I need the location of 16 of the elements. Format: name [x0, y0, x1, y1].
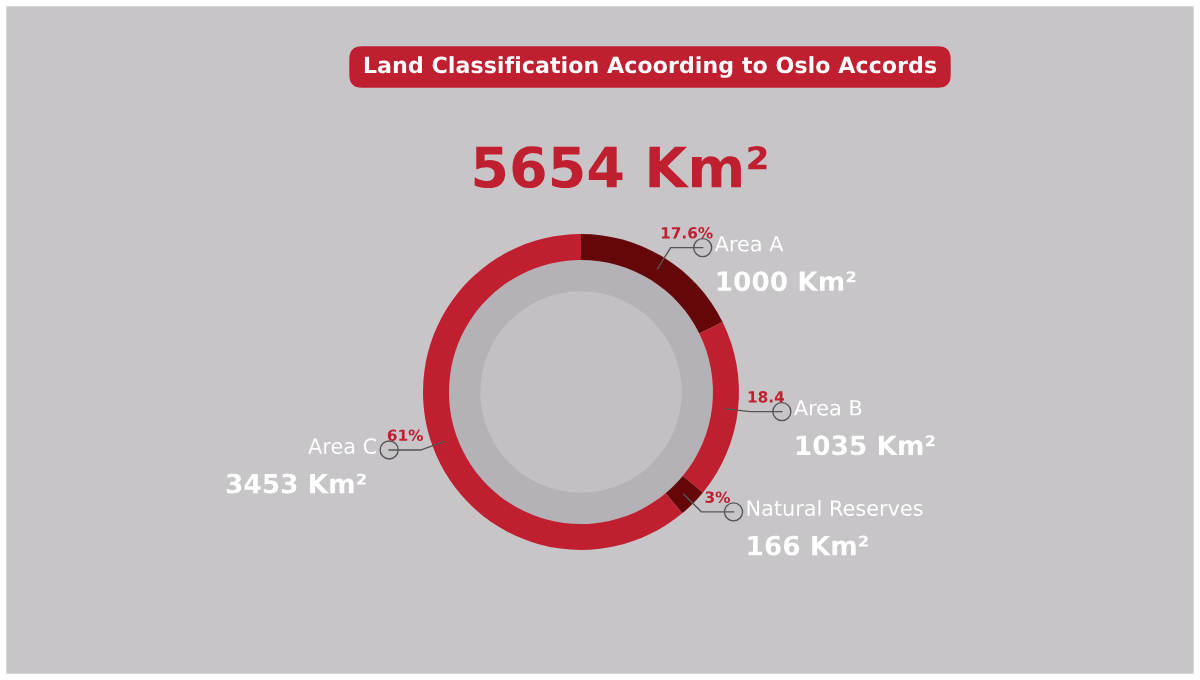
chart-title: Land Classification Acoording to Oslo Accords — [364, 56, 937, 78]
text: 61% — [387, 429, 423, 441]
data-label: 166 Km² — [748, 535, 868, 556]
donut-slice — [682, 321, 739, 493]
slice-label: Area A — [714, 236, 784, 252]
text: 17.6% — [661, 227, 713, 239]
text: 3% — [705, 491, 730, 503]
data-label: 1000 Km² — [717, 271, 856, 292]
slice-label: Area C — [308, 438, 377, 454]
data-label: 1035 Km² — [796, 435, 935, 456]
text: 18.4 — [748, 391, 785, 403]
chart-subtitle: 5654 Km² — [474, 146, 767, 189]
data-label: 3453 Km² — [226, 473, 366, 494]
slice-label: Natural Reserves — [747, 499, 923, 516]
donut-slice — [665, 476, 703, 514]
slice-label: Area B — [794, 400, 862, 416]
